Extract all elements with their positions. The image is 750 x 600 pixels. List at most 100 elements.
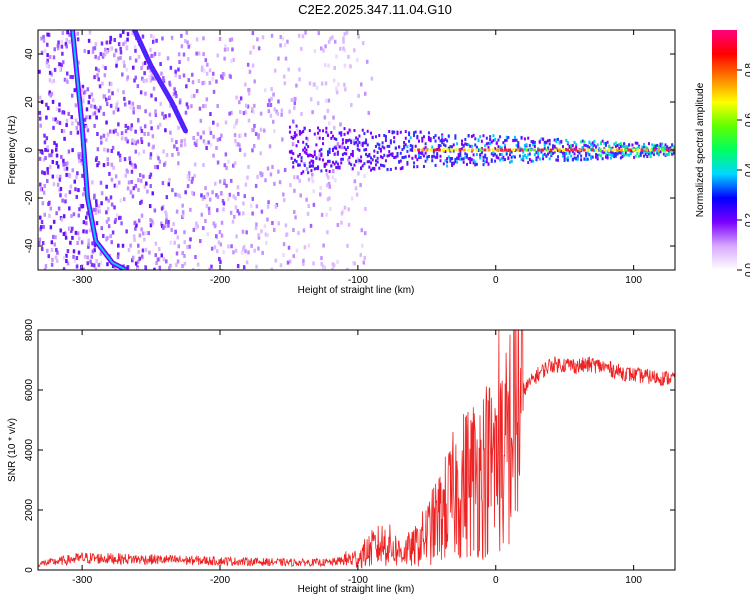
band-cell: [379, 149, 382, 153]
band-cell: [391, 152, 394, 156]
heatmap-cell: [268, 98, 271, 103]
band-cell: [325, 130, 328, 134]
heatmap-cell: [311, 179, 315, 184]
band-cell: [366, 160, 369, 164]
heatmap-cell: [205, 193, 208, 198]
heatmap-cell: [97, 108, 101, 113]
band-cell: [608, 152, 611, 156]
band-cell: [518, 154, 521, 158]
heatmap-cell: [199, 135, 203, 140]
band-cell: [434, 155, 437, 159]
heatmap-cell: [185, 84, 188, 89]
heatmap-cell: [367, 110, 371, 115]
heatmap-cell: [180, 44, 184, 49]
heatmap-cell: [83, 89, 87, 94]
band-cell: [370, 161, 373, 165]
heatmap-cell: [46, 167, 49, 172]
heatmap-cell: [90, 262, 94, 267]
band-cell: [499, 158, 502, 162]
heatmap-cell: [71, 148, 74, 153]
heatmap-cell: [300, 46, 303, 51]
heatmap-cell: [186, 184, 190, 189]
band-cell: [464, 142, 467, 146]
band-cell: [656, 143, 659, 147]
heatmap-cell: [119, 215, 122, 220]
band-core-cell: [454, 148, 458, 152]
band-cell: [553, 138, 556, 142]
spectrogram-heatmap: [38, 30, 675, 270]
heatmap-cell: [187, 78, 191, 83]
heatmap-cell: [223, 47, 227, 52]
band-cell: [556, 158, 559, 162]
band-cell: [303, 146, 306, 150]
band-cell: [537, 150, 540, 154]
band-cell: [333, 152, 336, 156]
heatmap-cell: [129, 190, 133, 195]
heatmap-cell: [297, 33, 301, 38]
heatmap-cell: [320, 212, 324, 217]
heatmap-cell: [127, 247, 131, 252]
band-cell: [403, 155, 406, 159]
band-cell: [328, 159, 331, 163]
band-cell: [657, 145, 660, 149]
heatmap-cell: [84, 215, 88, 220]
heatmap-cell: [99, 52, 103, 57]
heatmap-cell: [235, 234, 238, 239]
heatmap-cell: [99, 251, 103, 256]
heatmap-cell: [169, 263, 172, 268]
band-core-cell: [491, 148, 495, 152]
heatmap-cell: [175, 140, 178, 145]
heatmap-cell: [189, 43, 192, 48]
band-cell: [618, 146, 621, 150]
heatmap-cell: [122, 30, 125, 35]
band-cell: [575, 143, 578, 147]
band-cell: [626, 145, 629, 149]
heatmap-cell: [119, 46, 122, 51]
heatmap-cell: [60, 217, 64, 222]
heatmap-cell: [180, 139, 183, 144]
heatmap-cell: [252, 144, 256, 149]
heatmap-cell: [39, 187, 43, 192]
heatmap-cell: [110, 240, 113, 245]
band-cell: [548, 150, 551, 154]
heatmap-cell: [124, 137, 128, 142]
band-cell: [391, 130, 394, 134]
heatmap-cell: [131, 194, 135, 199]
heatmap-cell: [247, 88, 251, 93]
band-cell: [487, 141, 490, 145]
heatmap-cell: [136, 84, 140, 89]
heatmap-cell: [41, 241, 45, 246]
heatmap-cell: [83, 117, 87, 122]
heatmap-cell: [312, 189, 315, 194]
heatmap-cell: [145, 181, 148, 186]
band-core-cell: [520, 148, 524, 152]
band-cell: [502, 149, 505, 153]
heatmap-cell: [153, 164, 157, 169]
heatmap-cell: [129, 105, 132, 110]
heatmap-cell: [178, 75, 182, 80]
heatmap-cell: [145, 78, 148, 83]
band-cell: [490, 140, 493, 144]
heatmap-cell: [204, 141, 207, 146]
heatmap-cell: [217, 240, 221, 245]
band-cell: [651, 151, 654, 155]
heatmap-cell: [370, 76, 374, 81]
heatmap-cell: [56, 46, 60, 51]
heatmap-cell: [319, 186, 322, 191]
heatmap-cell: [296, 175, 299, 180]
band-cell: [479, 156, 482, 160]
band-cell: [603, 150, 606, 154]
band-cell: [302, 140, 305, 144]
heatmap-cell: [106, 162, 110, 167]
heatmap-cell: [288, 259, 292, 264]
heatmap-cell: [171, 188, 174, 193]
band-cell: [292, 136, 295, 140]
heatmap-cell: [149, 184, 152, 189]
heatmap-cell: [66, 79, 69, 84]
band-cell: [389, 141, 392, 145]
band-cell: [528, 143, 531, 147]
heatmap-cell: [220, 191, 223, 196]
heatmap-cell: [329, 36, 332, 41]
heatmap-cell: [331, 267, 334, 270]
heatmap-cell: [72, 212, 76, 217]
